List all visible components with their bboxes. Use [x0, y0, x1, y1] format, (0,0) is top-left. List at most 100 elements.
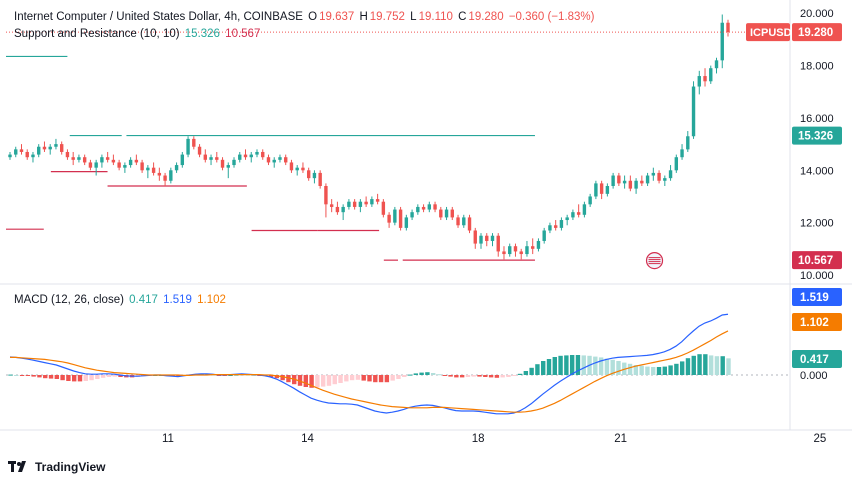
candle-body-3 [25, 151, 29, 158]
candle-body-1 [14, 149, 18, 155]
macd-hist-bar-5 [37, 375, 42, 378]
candle-body-119 [691, 86, 696, 137]
macd-hist-bar-45 [268, 375, 274, 377]
macd-hist-bar-55 [326, 375, 332, 386]
macd-hist-bar-19 [118, 375, 123, 377]
macd-hist-bar-82 [483, 375, 488, 377]
macd-hist-bar-105 [616, 361, 621, 375]
macd-hist-bar-69 [407, 374, 413, 376]
candle-body-35 [209, 157, 213, 160]
candle-body-45 [266, 157, 271, 163]
macd-hist-bar-80 [471, 375, 476, 377]
candle-body-70 [410, 212, 414, 218]
ohlc-open-value: 19.637 [319, 11, 355, 23]
macd-hist-bar-11 [71, 375, 77, 382]
time-axis-tick-1: 14 [301, 433, 314, 445]
macd-hist-bar-89 [523, 371, 529, 375]
macd-hist-bar-122 [714, 356, 720, 375]
macd-hist-bar-10 [66, 375, 71, 381]
candle-body-89 [519, 251, 523, 255]
tradingview-logo-icon [8, 461, 26, 472]
candle-body-98 [571, 212, 575, 218]
candle-body-96 [559, 220, 564, 228]
price-tag-bg-2 [792, 251, 842, 270]
macd-hist-bar-83 [488, 375, 494, 378]
candle-body-103 [599, 183, 604, 194]
macd-hist-bar-78 [459, 375, 465, 378]
candle-body-114 [663, 178, 667, 181]
candle-body-5 [37, 146, 41, 155]
ohlc-low-label: L [410, 11, 417, 23]
candle-body-55 [324, 186, 328, 205]
macd-hist-bar-67 [396, 375, 401, 379]
sr-legend: Support and Resistance (10, 10) 15.326 1… [14, 28, 262, 40]
candle-body-0 [8, 154, 12, 158]
candle-body-52 [306, 170, 311, 179]
macd-hist-bar-71 [419, 372, 424, 375]
macd-hist-bar-110 [645, 366, 650, 375]
macd-hist-bar-97 [569, 355, 575, 375]
candle-body-29 [174, 165, 179, 171]
macd-hist-bar-63 [373, 375, 378, 383]
macd-hist-bar-1 [14, 375, 19, 376]
macd-hist-bar-90 [529, 367, 534, 375]
macd-hist-bar-14 [89, 375, 94, 381]
candle-body-49 [289, 162, 294, 171]
macd-hist-bar-47 [280, 375, 285, 381]
macd-hist-bar-70 [413, 373, 419, 375]
macd-hist-bar-109 [639, 365, 644, 375]
macd-hist-bar-86 [506, 375, 511, 377]
candle-body-58 [341, 206, 345, 213]
candle-body-85 [496, 235, 500, 252]
macd-hist-bar-53 [315, 375, 320, 388]
macd-hist-bar-62 [367, 375, 372, 382]
macd-hist-bar-16 [100, 375, 106, 378]
candle-body-20 [123, 165, 127, 168]
macd-hist-bar-48 [286, 375, 291, 383]
candle-body-31 [186, 138, 190, 155]
tradingview-logo[interactable]: TradingView [8, 460, 105, 474]
macd-hist-bar-101 [593, 356, 598, 375]
macd-hist-bar-98 [575, 355, 581, 375]
candle-body-118 [686, 136, 690, 150]
candle-body-40 [238, 154, 242, 160]
macd-hist-bar-95 [558, 355, 563, 375]
candle-body-7 [48, 146, 52, 150]
macd-tag-value-0: 1.519 [800, 292, 829, 304]
candle-body-124 [720, 22, 724, 61]
ohlc-low-value: 19.110 [418, 11, 453, 23]
candle-body-68 [398, 209, 403, 228]
macd-hist-bar-46 [274, 375, 280, 379]
macd-hist-bar-118 [691, 355, 696, 375]
candle-body-87 [508, 246, 512, 255]
candle-body-111 [645, 175, 650, 184]
candle-body-30 [180, 154, 185, 166]
candle-body-74 [433, 204, 437, 210]
macd-hist-bar-96 [564, 355, 569, 375]
candle-body-54 [318, 172, 322, 186]
macd-title: MACD (12, 26, close) [14, 294, 124, 306]
price-tag-value-1: 15.326 [798, 131, 833, 143]
candle-body-56 [329, 204, 334, 207]
ohlc-close-label: C [458, 11, 467, 23]
candle-body-17 [105, 157, 110, 160]
symbol-tag-text: ICPUSD [750, 27, 792, 39]
price-tag-value-0: 19.280 [798, 27, 833, 39]
macd-hist-bar-102 [598, 357, 604, 375]
candle-body-16 [100, 157, 104, 163]
candle-body-112 [651, 172, 656, 176]
macd-hist-bar-66 [390, 375, 395, 381]
time-axis-tick-2: 18 [472, 433, 485, 445]
ohlc-close-value: 19.280 [468, 11, 504, 23]
candle-body-64 [375, 199, 380, 202]
macd-hist-bar-94 [552, 357, 557, 375]
macd-hist-bar-15 [95, 375, 100, 379]
macd-hist-bar-77 [454, 375, 459, 378]
macd-tag-bg-2 [792, 350, 842, 368]
candle-body-8 [54, 144, 58, 147]
macd-hist-bar-4 [31, 375, 36, 377]
price-axis-tick: 12.000 [800, 218, 834, 230]
candle-body-82 [479, 235, 483, 244]
macd-hist-bar-13 [83, 375, 88, 381]
